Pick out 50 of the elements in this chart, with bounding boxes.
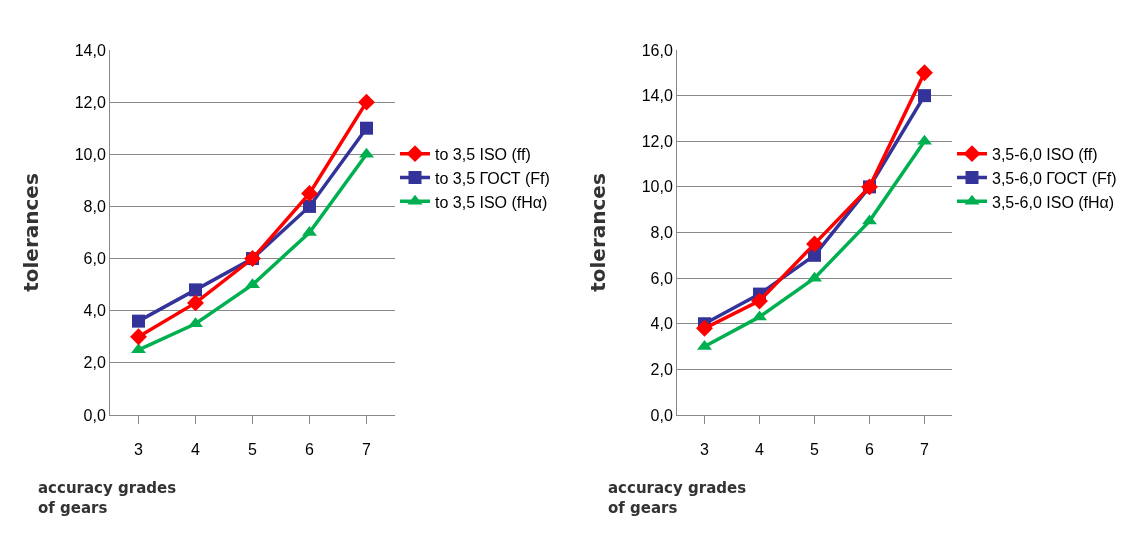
legend-label: 3,5-6,0 ISO (fHα) [992, 193, 1115, 211]
point [358, 93, 375, 111]
point [132, 314, 145, 328]
y-axis-title: tolerances [586, 173, 611, 292]
y-tick-label: 2,0 [650, 360, 673, 378]
y-tick-label: 6,0 [83, 250, 106, 268]
legend-label: to 3,5 ISO (fHα) [435, 193, 548, 211]
point [918, 89, 931, 103]
legend-label: 3,5-6,0 ISO (ff) [992, 145, 1098, 163]
point [303, 199, 316, 213]
legend-label: 3,5-6,0 ГОСТ (Ff) [992, 169, 1117, 187]
x-tick-label: 5 [810, 441, 820, 459]
y-tick-label: 0,0 [83, 406, 106, 424]
point [301, 184, 318, 202]
y-tick-label: 6,0 [650, 269, 673, 287]
x-tick-label: 4 [755, 441, 765, 459]
x-tick-label: 6 [865, 441, 875, 459]
y-tick-label: 14,0 [74, 41, 106, 59]
point [130, 328, 147, 346]
point [751, 292, 768, 310]
legend-label: to 3,5 ГОСТ (Ff) [435, 169, 550, 187]
x-tick-label: 3 [134, 441, 144, 459]
x-tick-label: 5 [248, 441, 258, 459]
y-tick-label: 4,0 [83, 302, 106, 320]
y-tick-label: 14,0 [641, 87, 673, 105]
y-tick-label: 8,0 [83, 198, 106, 216]
x-tick-label: 3 [700, 441, 710, 459]
y-tick-label: 8,0 [650, 224, 673, 242]
x-tick-label: 7 [920, 441, 930, 459]
legend-label: to 3,5 ISO (ff) [435, 145, 531, 163]
point [189, 283, 202, 297]
y-tick-label: 2,0 [83, 354, 106, 372]
x-axis-title: accuracy grades of gears [608, 479, 747, 517]
y-tick-label: 12,0 [74, 93, 106, 111]
x-tick-label: 6 [305, 441, 315, 459]
x-tick-label: 4 [191, 441, 201, 459]
y-tick-label: 0,0 [650, 406, 673, 424]
point [360, 121, 373, 135]
x-tick-label: 7 [362, 441, 372, 459]
point [806, 235, 823, 253]
point [916, 64, 933, 82]
y-axis-title: tolerances [19, 173, 44, 292]
y-tick-label: 4,0 [650, 315, 673, 333]
point [696, 319, 713, 337]
y-tick-label: 16,0 [641, 41, 673, 59]
point [187, 294, 204, 312]
x-axis-title: accuracy grades of gears [38, 479, 177, 517]
y-tick-label: 10,0 [641, 178, 673, 196]
y-tick-label: 10,0 [74, 145, 106, 163]
y-tick-label: 12,0 [641, 132, 673, 150]
